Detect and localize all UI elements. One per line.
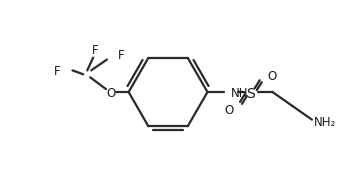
Text: NH₂: NH₂ [314,116,336,129]
Text: F: F [118,49,125,62]
Text: F: F [54,65,61,78]
Text: NH: NH [231,87,249,100]
Text: O: O [106,87,116,100]
Text: O: O [268,70,277,83]
Text: O: O [225,104,234,117]
Text: F: F [92,44,98,57]
Text: S: S [246,87,255,101]
